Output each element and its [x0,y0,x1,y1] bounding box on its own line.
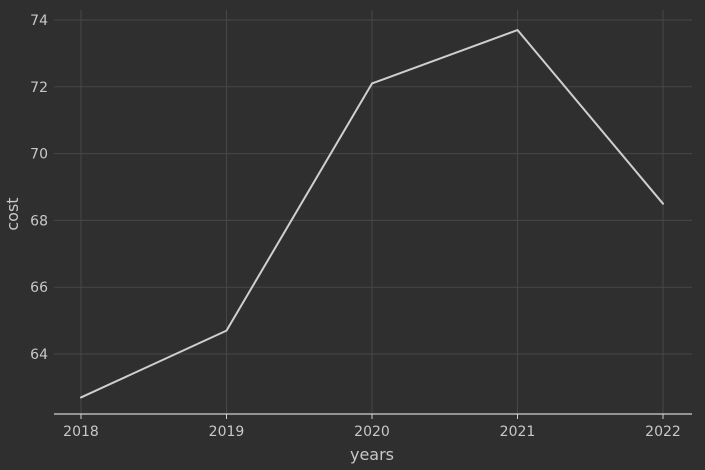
x-tick-label: 2019 [209,424,245,440]
x-tick-label: 2018 [63,424,99,440]
y-tick-label: 70 [30,147,48,163]
y-tick-label: 74 [30,13,48,29]
x-axis-title: years [350,445,394,464]
grid-layer [54,10,692,414]
axis-layer [54,413,692,419]
series-layer [80,29,664,399]
x-tick-label: 2020 [354,424,390,440]
y-tick-label: 64 [30,347,48,363]
y-tick-label: 66 [30,280,48,296]
y-tick-label: 68 [30,213,48,229]
x-tick-label: 2021 [500,424,536,440]
y-tick-label: 72 [30,80,48,96]
label-layer: 64 66 68 70 72 74 2018 2019 2020 2021 2022 [30,13,681,440]
x-tick-label: 2022 [645,424,681,440]
y-axis-title: cost [3,197,22,230]
